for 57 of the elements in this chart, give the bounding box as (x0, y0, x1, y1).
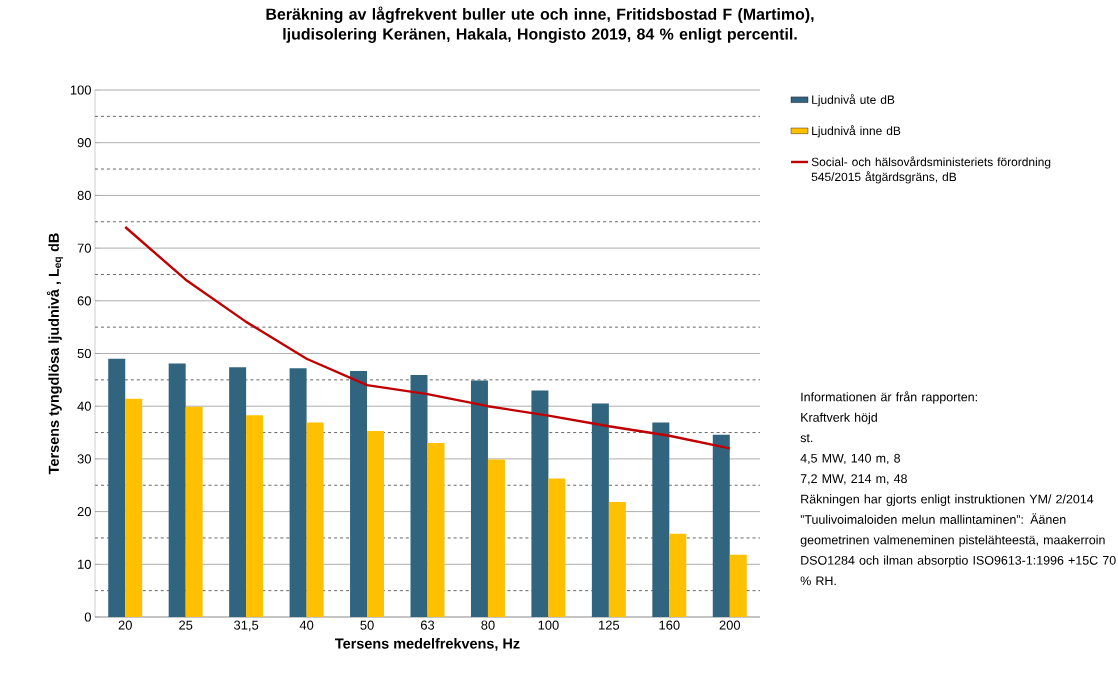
y-tick-label: 70 (77, 243, 91, 253)
bar (487, 459, 505, 617)
bar (350, 370, 368, 617)
bar (427, 443, 445, 617)
x-tick-label: 31,5 (234, 620, 259, 632)
y-tick-label: 60 (77, 296, 91, 306)
x-tick-label: 200 (719, 620, 741, 630)
bar (669, 533, 687, 617)
text: 7,2 MW, 214 m, 48 (800, 474, 907, 485)
bar (108, 358, 126, 617)
y-tick-label: 100 (70, 85, 91, 95)
bar (712, 434, 730, 617)
legend-label: Ljudnivå inne dB (812, 125, 901, 138)
bar (410, 375, 428, 617)
bar (229, 367, 247, 617)
bar (470, 380, 488, 617)
y-tick-label: 90 (77, 138, 91, 148)
bar (652, 422, 670, 617)
bar (289, 368, 307, 617)
y-tick-label: 20 (77, 507, 91, 517)
bar (246, 415, 264, 617)
y-axis-title: Tersens tyngdlösa ljudnivå , L$_{eq}$ dB (46, 233, 64, 475)
legend-label: Social- och hälsovårdsministeriets förordning 545/2015 åtgärdsgräns, dB (811, 156, 1051, 184)
x-tick-label: 63 (420, 620, 435, 630)
x-tick-label: 125 (599, 620, 620, 630)
text: 4,5 MW, 140 m, 8 (800, 453, 901, 465)
y-tick-label: 0 (84, 612, 91, 622)
y-tick-label: 10 (78, 559, 91, 569)
bar (185, 406, 203, 617)
x-tick-label: 50 (360, 620, 374, 630)
text: Kraftverk höjd (801, 412, 877, 425)
bar (367, 430, 385, 617)
bar (729, 554, 747, 617)
line-series (124, 225, 731, 450)
x-tick-label: 100 (538, 620, 559, 630)
y-tick-label: 30 (77, 454, 91, 464)
text: Räkningen har gjorts enligt instruktionen YM/ 2/2014 ”Tuulivoimaloiden melun mallintaminen”: Äänen geometrinen valmeneminen pistelähteestä, maakerroin DSO1284 och ilman absorptio ISO9613-1:1996 +15C 70 % RH. (800, 494, 1116, 586)
bar (531, 390, 549, 617)
text: st. (800, 434, 813, 443)
bar (548, 478, 566, 617)
bar (306, 422, 324, 617)
x-tick-label: 20 (118, 620, 132, 630)
x-tick-label: 40 (299, 620, 314, 630)
bar (608, 502, 626, 617)
bar (168, 363, 186, 617)
x-axis-title: Tersens medelfrekvens, Hz (335, 638, 520, 651)
bar (125, 398, 143, 617)
x-tick-label: 25 (179, 620, 193, 630)
y-tick-label: 50 (77, 348, 91, 359)
x-tick-label: 160 (659, 620, 680, 630)
x-tick-label: 80 (481, 620, 495, 630)
y-tick-label: 80 (77, 190, 91, 200)
chart-title: Beräkning av lågfrekvent buller ute och inne, Fritidsbostad F (Martimo), ljudisolering Keränen, Hakala, Hongisto 2019, 84 % enligt percentil. (266, 6, 814, 43)
bar (591, 403, 609, 617)
y-tick-label: 40 (77, 401, 91, 411)
text: Informationen är från rapporten: (801, 391, 977, 404)
legend-label: Ljudnivå ute dB (812, 94, 895, 107)
